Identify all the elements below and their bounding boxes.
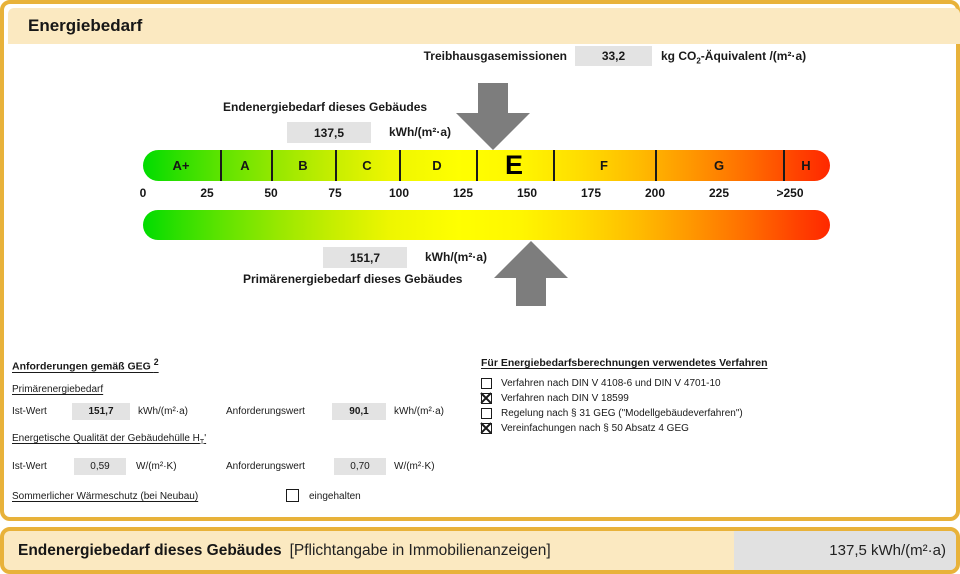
method-item: Regelung nach § 31 GEG ("Modellgebäudeve… bbox=[481, 407, 743, 419]
primary-energy-label: Primärenergiebedarf dieses Gebäudes bbox=[243, 272, 463, 286]
footer-value-box: 137,5 kWh/(m²·a) bbox=[734, 531, 956, 570]
envelope-req-value-box: 0,70 bbox=[334, 458, 386, 475]
class-label-d: D bbox=[432, 158, 442, 173]
class-divider bbox=[271, 150, 273, 181]
primary-requirement-title: Primärenergiebedarf bbox=[12, 384, 104, 395]
primary-req-value-box: 90,1 bbox=[332, 403, 386, 420]
class-divider bbox=[783, 150, 785, 181]
method-checkbox-geg-50[interactable] bbox=[481, 422, 492, 434]
class-label-c: C bbox=[362, 158, 372, 173]
emissions-label: Treibhausgasemissionen bbox=[423, 49, 567, 63]
panel-header-band: Energiebedarf bbox=[8, 8, 960, 44]
footer-title: Endenergiebedarf dieses Gebäudes bbox=[18, 541, 282, 559]
anforderungswert-label: Anforderungswert bbox=[226, 461, 305, 472]
footer-text: Endenergiebedarf dieses Gebäudes [Pflich… bbox=[18, 531, 551, 570]
page-title: Energiebedarf bbox=[28, 16, 143, 35]
method-item: Vereinfachungen nach § 50 Absatz 4 GEG bbox=[481, 422, 689, 434]
primary-req-unit: kWh/(m²·a) bbox=[394, 406, 444, 417]
method-checkbox-din-18599[interactable] bbox=[481, 392, 492, 404]
end-energy-label: Endenergiebedarf dieses Gebäudes bbox=[223, 100, 428, 114]
method-item: Verfahren nach DIN V 4108-6 und DIN V 47… bbox=[481, 377, 721, 389]
scale-tick-125: 125 bbox=[452, 186, 474, 200]
primary-ist-value-box: 151,7 bbox=[72, 403, 130, 420]
class-label-h: H bbox=[801, 158, 811, 173]
eingehalten-label: eingehalten bbox=[309, 491, 361, 502]
primary-energy-value-box: 151,7 bbox=[323, 247, 407, 268]
class-label-a: A bbox=[240, 158, 250, 173]
class-divider bbox=[655, 150, 657, 181]
arrow-shaft bbox=[516, 277, 546, 306]
scale-tick-gt250: >250 bbox=[776, 186, 804, 200]
class-label-g: G bbox=[713, 158, 725, 173]
arrow-head bbox=[456, 113, 530, 150]
requirements-title: Anforderungen gemäß GEG 2 bbox=[12, 357, 159, 373]
end-energy-value: 137,5 bbox=[313, 125, 345, 140]
end-energy-arrow-down-icon bbox=[456, 83, 530, 150]
envelope-req-unit: W/(m²·K) bbox=[394, 461, 435, 472]
arrow-shaft bbox=[478, 83, 508, 115]
class-bar: A+ A B C D E F G H bbox=[143, 150, 830, 181]
method-checkbox-geg-31[interactable] bbox=[481, 407, 492, 419]
class-label-f: F bbox=[600, 158, 608, 173]
primary-req-value: 90,1 bbox=[349, 406, 369, 417]
ist-wert-label: Ist-Wert bbox=[12, 406, 47, 417]
method-checkbox-din-4108[interactable] bbox=[481, 377, 492, 389]
scale-tick-175: 175 bbox=[580, 186, 602, 200]
envelope-ist-value-box: 0,59 bbox=[74, 458, 126, 475]
energy-class-scale: A+ A B C D E F G H 0 25 50 75 100 125 15… bbox=[140, 150, 830, 242]
method-label: Verfahren nach DIN V 4108-6 und DIN V 47… bbox=[501, 377, 721, 389]
primary-energy-arrow-up-icon bbox=[494, 241, 568, 306]
energy-gradient-bar bbox=[143, 210, 830, 240]
envelope-ist-unit: W/(m²·K) bbox=[136, 461, 177, 472]
emissions-value: 33,2 bbox=[601, 49, 626, 63]
primary-ist-value: 151,7 bbox=[88, 406, 114, 417]
emissions-unit: kg CO2-Äquivalent /(m²·a) bbox=[661, 49, 807, 66]
scale-tick-50: 50 bbox=[264, 186, 278, 200]
scale-tick-100: 100 bbox=[388, 186, 410, 200]
method-label: Regelung nach § 31 GEG ("Modellgebäudeve… bbox=[501, 407, 743, 419]
ist-wert-label: Ist-Wert bbox=[12, 461, 47, 472]
method-title: Für Energiebedarfsberechnungen verwendet… bbox=[481, 357, 768, 369]
class-label-b: B bbox=[298, 158, 308, 173]
end-energy-unit: kWh/(m²·a) bbox=[389, 125, 451, 139]
end-energy-value-box: 137,5 bbox=[287, 122, 371, 143]
primary-energy-value: 151,7 bbox=[349, 250, 381, 265]
anforderungswert-label: Anforderungswert bbox=[226, 406, 305, 417]
method-label: Vereinfachungen nach § 50 Absatz 4 GEG bbox=[501, 422, 689, 434]
envelope-ist-value: 0,59 bbox=[90, 461, 110, 472]
class-label-e-highlighted: E bbox=[504, 150, 523, 180]
scale-tick-200: 200 bbox=[644, 186, 666, 200]
emissions-value-box: 33,2 bbox=[575, 46, 652, 66]
scale-tick-75: 75 bbox=[328, 186, 342, 200]
class-divider bbox=[335, 150, 337, 181]
class-divider bbox=[476, 150, 478, 181]
class-divider bbox=[220, 150, 222, 181]
scale-tick-25: 25 bbox=[200, 186, 214, 200]
envelope-quality-title: Energetische Qualität der Gebäudehülle H… bbox=[12, 433, 207, 446]
class-label-a-plus: A+ bbox=[172, 158, 190, 173]
method-label: Verfahren nach DIN V 18599 bbox=[501, 392, 629, 404]
scale-tick-150: 150 bbox=[516, 186, 538, 200]
scale-tick-0: 0 bbox=[139, 186, 147, 200]
footer-bracket-note: [Pflichtangabe in Immobilienanzeigen] bbox=[289, 541, 551, 559]
class-divider bbox=[399, 150, 401, 181]
footer-value: 137,5 kWh/(m²·a) bbox=[829, 542, 946, 559]
envelope-req-value: 0,70 bbox=[350, 461, 370, 472]
primary-ist-unit: kWh/(m²·a) bbox=[138, 406, 188, 417]
footer-band: Endenergiebedarf dieses Gebäudes [Pflich… bbox=[0, 527, 960, 574]
class-divider bbox=[553, 150, 555, 181]
summer-heat-protection-title: Sommerlicher Wärmeschutz (bei Neubau) bbox=[12, 491, 199, 502]
arrow-head bbox=[494, 241, 568, 278]
method-item: Verfahren nach DIN V 18599 bbox=[481, 392, 629, 404]
scale-tick-225: 225 bbox=[708, 186, 730, 200]
primary-energy-unit: kWh/(m²·a) bbox=[425, 250, 487, 264]
eingehalten-checkbox[interactable] bbox=[286, 489, 299, 502]
